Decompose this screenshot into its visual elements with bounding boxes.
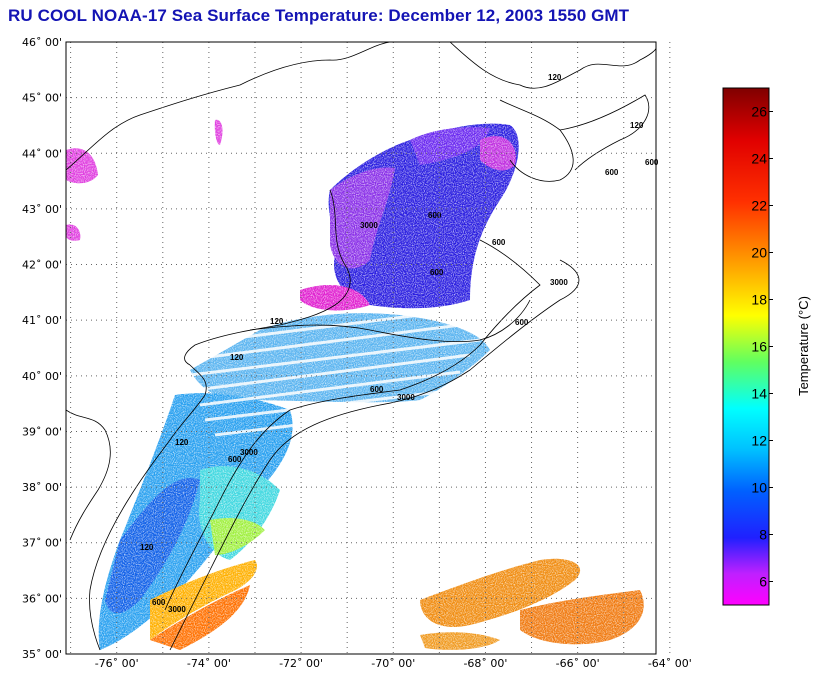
contour-label: 600 [605, 168, 619, 177]
latitude-tick-label: 35˚ 00' [22, 648, 62, 661]
contour-label: 120 [630, 121, 644, 130]
colorbar-tick-label: 20 [751, 245, 767, 261]
contour-label: 3000 [397, 393, 415, 402]
colorbar-tick-label: 22 [751, 198, 767, 214]
colorbar-tick-label: 10 [751, 480, 767, 496]
colorbar-tick-label: 8 [759, 527, 767, 543]
colorbar-tick-label: 16 [751, 339, 767, 355]
contour-label: 3000 [240, 448, 258, 457]
longitude-tick-label: -64˚ 00' [648, 657, 692, 670]
colorbar-tick-label: 18 [751, 292, 767, 308]
contour-label: 600 [492, 238, 506, 247]
contour-label: 3000 [360, 221, 378, 230]
latitude-tick-label: 40˚ 00' [22, 370, 62, 383]
latitude-tick-label: 42˚ 00' [22, 259, 62, 272]
page-title: RU COOL NOAA-17 Sea Surface Temperature:… [8, 6, 630, 25]
contour-label: 600 [645, 158, 659, 167]
latitude-tick-label: 39˚ 00' [22, 425, 62, 438]
cloud-gap-stripes [179, 303, 501, 437]
latitude-tick-label: 44˚ 00' [22, 147, 62, 160]
latitude-tick-label: 46˚ 00' [22, 36, 62, 49]
latitude-tick-label: 41˚ 00' [22, 314, 62, 327]
colorbar-tick-label: 12 [751, 433, 767, 449]
sst-imagery [66, 42, 656, 654]
colorbar-title: Temperature (°C) [796, 296, 811, 396]
new-england-coast [184, 189, 351, 366]
colorbar-tick-label: 6 [759, 574, 767, 590]
mid-atlantic-coast [89, 364, 207, 651]
contour-label: 120 [140, 543, 154, 552]
contour-label: 120 [548, 73, 562, 82]
contour-label: 600 [515, 318, 529, 327]
longitude-tick-label: -76˚ 00' [95, 657, 139, 670]
colorbar-ticks: 26 24 22 20 18 16 14 12 10 8 6 [751, 104, 773, 590]
map-border [65, 41, 657, 655]
latitude-tick-label: 45˚ 00' [22, 92, 62, 105]
contour-label: 3000 [168, 605, 186, 614]
latitude-tick-label: 38˚ 00' [22, 481, 62, 494]
longitude-tick-label: -66˚ 00' [556, 657, 600, 670]
longitude-tick-label: -70˚ 00' [371, 657, 415, 670]
contour-labels: 120 120 600 600 600 600 3000 120 600 300… [140, 73, 659, 614]
colorbar-tick-label: 26 [751, 104, 767, 120]
latitude-tick-label: 36˚ 00' [22, 592, 62, 605]
longitude-tick-label: -74˚ 00' [187, 657, 231, 670]
longitude-tick-label: -72˚ 00' [279, 657, 323, 670]
graticule-gridlines [66, 42, 671, 654]
nova-scotia-coast [499, 99, 574, 182]
contour-label: 600 [430, 268, 444, 277]
latitude-tick-label: 37˚ 00' [22, 537, 62, 550]
contour-label: 3000 [550, 278, 568, 287]
contour-600m-slope [164, 239, 541, 611]
contour-120m-shelf [249, 299, 531, 343]
contour-label: 600 [370, 385, 384, 394]
border-line-north [66, 42, 391, 171]
contour-label: 120 [175, 438, 189, 447]
contour-label: 600 [152, 598, 166, 607]
longitude-labels: -76˚ 00' -74˚ 00' -72˚ 00' -70˚ 00' -68˚ 00'… [95, 657, 692, 670]
colorbar: 26 24 22 20 18 16 14 12 10 8 6 Temperature (°C) [722, 87, 811, 606]
contour-3000m-slope [169, 259, 580, 651]
latitude-labels: 46˚ 00' 45˚ 00' 44˚ 00' 43˚ 00' 42˚ 00' 41˚ 0… [22, 36, 62, 661]
colorbar-tick-label: 24 [751, 151, 767, 167]
contour-label: 600 [228, 455, 242, 464]
contour-label: 120 [230, 353, 244, 362]
colorbar-gradient-bar [722, 87, 770, 606]
contour-label: 600 [428, 211, 442, 220]
longitude-tick-label: -68˚ 00' [463, 657, 507, 670]
contour-label: 120 [270, 317, 284, 326]
colorbar-tick-label: 14 [751, 386, 767, 402]
latitude-tick-label: 43˚ 00' [22, 203, 62, 216]
chesapeake-bay-outline [66, 409, 111, 541]
coast-maritimes [449, 42, 656, 89]
